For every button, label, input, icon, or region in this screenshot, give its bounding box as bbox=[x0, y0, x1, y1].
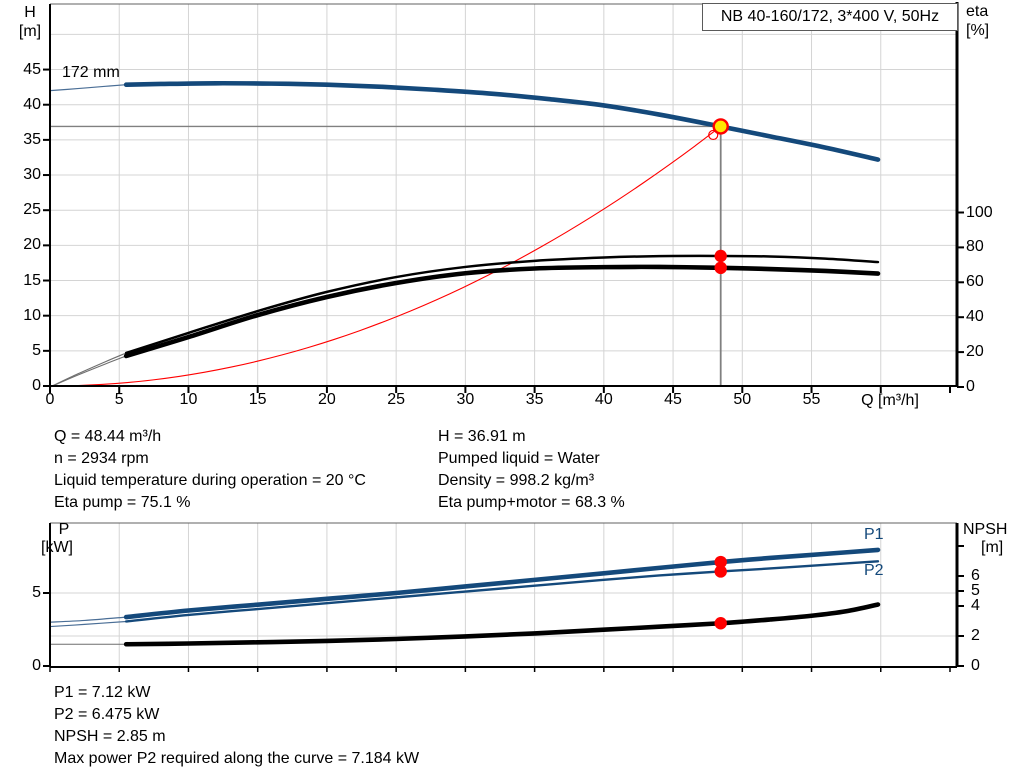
h-tick-label: 30 bbox=[23, 166, 41, 184]
h-tick-label: 0 bbox=[32, 377, 41, 394]
eta-pump-curve bbox=[124, 254, 880, 355]
q-tick-label: 30 bbox=[456, 391, 475, 408]
npsh-tick-label: 2 bbox=[971, 627, 980, 644]
info-q: Q = 48.44 m³/h bbox=[54, 428, 162, 445]
p-axis-unit: [kW] bbox=[41, 539, 73, 556]
p-tick-label: 5 bbox=[32, 584, 41, 601]
q-tick-label: 10 bbox=[179, 391, 198, 408]
eta-tick-label: 20 bbox=[966, 343, 984, 361]
p1-min-flow bbox=[49, 616, 127, 623]
eta-tick-label: 40 bbox=[966, 308, 984, 326]
p2-duty-dot bbox=[714, 565, 727, 578]
h-tick-label: 10 bbox=[23, 306, 41, 324]
eta-tick-label: 80 bbox=[966, 238, 984, 256]
eta-pump-motor-curve bbox=[123, 264, 881, 359]
eta-axis-label: eta bbox=[966, 3, 989, 20]
info-speed: n = 2934 rpm bbox=[54, 450, 149, 467]
npsh-tick-label: 5 bbox=[971, 582, 980, 599]
npsh-curve bbox=[123, 602, 881, 647]
q-tick-label: 15 bbox=[248, 391, 267, 408]
info-npsh: NPSH = 2.85 m bbox=[54, 728, 166, 745]
q-tick-label: 20 bbox=[318, 391, 336, 408]
p1-curve bbox=[123, 547, 881, 620]
duty-point-marker bbox=[712, 118, 729, 135]
h-axis-label: H bbox=[24, 4, 36, 21]
duty-intersection-ring bbox=[708, 129, 719, 141]
eta-tick-label: 60 bbox=[966, 273, 984, 291]
eta-pump-duty-dot bbox=[714, 249, 727, 263]
q-tick-label: 50 bbox=[733, 391, 752, 408]
q-tick-label: 25 bbox=[387, 391, 406, 408]
info-p2: P2 = 6.475 kW bbox=[54, 706, 160, 723]
p-axis-label: P bbox=[58, 521, 70, 538]
p2-curve bbox=[124, 560, 880, 623]
q-tick-label: 40 bbox=[594, 391, 613, 408]
info-eta-pump: Eta pump = 75.1 % bbox=[54, 494, 191, 511]
p1-duty-dot bbox=[714, 555, 727, 569]
q-tick-label: 45 bbox=[664, 391, 682, 408]
h-axis-unit: [m] bbox=[18, 23, 42, 40]
npsh-tick-label: 6 bbox=[971, 567, 980, 584]
h-tick-label: 40 bbox=[23, 95, 41, 113]
npsh-tick-label: 4 bbox=[971, 597, 980, 614]
info-density: Density = 998.2 kg/m³ bbox=[438, 472, 595, 489]
impeller-diameter-label: 172 mm bbox=[62, 64, 120, 81]
q-tick-label: 35 bbox=[525, 391, 544, 408]
npsh-axis-unit: [m] bbox=[981, 539, 1004, 556]
info-p1: P1 = 7.12 kW bbox=[54, 684, 151, 701]
h-tick-label: 35 bbox=[23, 130, 41, 148]
q-tick-label: 0 bbox=[45, 391, 55, 408]
eta-axis-unit: [%] bbox=[966, 22, 990, 39]
p-tick-label: 0 bbox=[32, 657, 41, 674]
p1-curve-label: P1 bbox=[864, 526, 884, 543]
h-tick-label: 5 bbox=[32, 341, 41, 359]
npsh-axis-label: NPSH bbox=[963, 521, 1008, 538]
info-liquid-temp: Liquid temperature during operation = 20… bbox=[54, 472, 366, 489]
h-tick-label: 45 bbox=[23, 60, 41, 78]
duty-parabola-red bbox=[49, 125, 722, 387]
head-curve-172mm bbox=[123, 80, 881, 162]
eta-pump-motor-min-flow bbox=[49, 355, 127, 388]
eta-tick-label: 0 bbox=[966, 378, 975, 395]
h-tick-label: 15 bbox=[23, 271, 41, 289]
p2-curve-label: P2 bbox=[864, 562, 884, 579]
q-axis-label: Q [m³/h] bbox=[861, 392, 919, 409]
npsh-tick-label: 0 bbox=[971, 657, 980, 674]
head-curve-min-flow bbox=[49, 84, 127, 92]
npsh-duty-dot bbox=[714, 617, 727, 630]
info-head: H = 36.91 m bbox=[438, 428, 526, 445]
q-tick-label: 5 bbox=[114, 391, 124, 408]
eta-tick-label: 100 bbox=[966, 203, 993, 221]
eta-pump-motor-duty-dot bbox=[714, 261, 727, 275]
info-pumped-liquid: Pumped liquid = Water bbox=[438, 450, 600, 467]
h-tick-label: 25 bbox=[23, 201, 41, 219]
h-tick-label: 20 bbox=[23, 236, 41, 254]
info-eta-pump-motor: Eta pump+motor = 68.3 % bbox=[438, 494, 625, 511]
p2-min-flow bbox=[49, 620, 127, 628]
pump-title-box: NB 40-160/172, 3*400 V, 50Hz bbox=[702, 3, 958, 31]
q-tick-label: 55 bbox=[802, 391, 821, 408]
info-max-power: Max power P2 required along the curve = … bbox=[54, 750, 420, 767]
